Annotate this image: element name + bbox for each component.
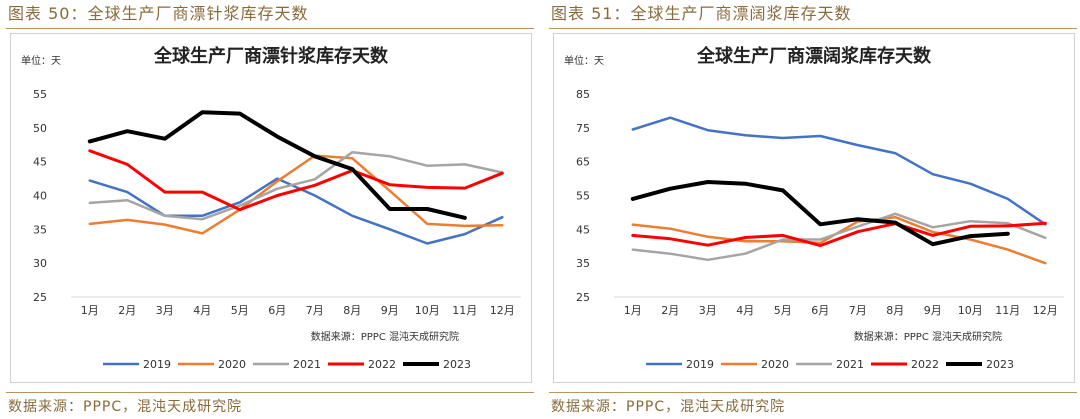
series-line-2019 — [631, 116, 1047, 226]
series-line-2021 — [631, 212, 1047, 262]
chart-title: 全球生产厂商漂针浆库存天数 — [153, 45, 389, 67]
figure-caption: 图表 50：全球生产厂商漂针浆库存天数 — [8, 4, 309, 23]
line-chart-hardwood: 全球生产厂商漂阔浆库存天数 单位：天 25 35 45 55 65 75 85 1月 2月 3月 4月 5… — [564, 45, 1064, 371]
caption-divider — [6, 28, 534, 29]
y-tick-label: 25 — [576, 291, 590, 304]
series-line-2021 — [88, 150, 504, 221]
x-tick-label: 9月 — [924, 304, 942, 317]
figure-panel-right: 图表 51：全球生产厂商漂阔浆库存天数 全球生产厂商漂阔浆库存天数 单位：天 25 3… — [549, 0, 1079, 419]
x-tick-label: 9月 — [381, 304, 399, 317]
line-chart-softwood: 全球生产厂商漂针浆库存天数 单位：天 25 30 35 40 45 50 55 1月 2月 3月 4月 5… — [21, 45, 521, 371]
legend-label-2023: 2023 — [443, 358, 471, 371]
x-tick-label: 12月 — [490, 304, 515, 317]
legend-label-2022: 2022 — [368, 358, 396, 371]
x-tick-label: 11月 — [995, 304, 1020, 317]
x-tick-label: 2月 — [118, 304, 136, 317]
legend-label-2019: 2019 — [143, 358, 171, 371]
x-tick-label: 7月 — [306, 304, 324, 317]
x-tick-label: 3月 — [699, 304, 717, 317]
legend-label-2021: 2021 — [836, 358, 864, 371]
figure-caption: 图表 51：全球生产厂商漂阔浆库存天数 — [551, 4, 852, 23]
chart-source-note: 数据来源：PPPC 混沌天成研究院 — [311, 330, 459, 343]
y-tick-label: 30 — [33, 257, 47, 270]
unit-label: 单位：天 — [21, 54, 61, 67]
x-tick-label: 2月 — [661, 304, 679, 317]
legend-label-2019: 2019 — [686, 358, 714, 371]
y-tick-label: 85 — [576, 88, 590, 101]
series-line-2023 — [630, 180, 1010, 247]
legend-label-2020: 2020 — [218, 358, 246, 371]
x-tick-label: 3月 — [156, 304, 174, 317]
y-tick-label: 35 — [33, 223, 47, 236]
x-tick-label: 6月 — [268, 304, 286, 317]
x-tick-label: 4月 — [193, 304, 211, 317]
x-tick-label: 8月 — [886, 304, 904, 317]
series-line-2020 — [88, 154, 504, 235]
figure-source: 数据来源：PPPC，混沌天成研究院 — [551, 399, 786, 415]
figure-panel-left: 图表 50：全球生产厂商漂针浆库存天数 全球生产厂商漂针浆库存天数 单位：天 25 3… — [6, 0, 536, 419]
unit-label: 单位：天 — [564, 54, 604, 67]
legend-label-2022: 2022 — [911, 358, 939, 371]
x-tick-label: 5月 — [774, 304, 792, 317]
y-tick-label: 65 — [576, 156, 590, 169]
x-tick-label: 11月 — [452, 304, 477, 317]
x-tick-label: 5月 — [231, 304, 249, 317]
source-divider — [6, 392, 534, 393]
y-tick-label: 40 — [33, 190, 47, 203]
caption-divider — [549, 28, 1077, 29]
y-tick-label: 55 — [33, 88, 47, 101]
x-tick-label: 10月 — [415, 304, 440, 317]
x-tick-label: 1月 — [624, 304, 642, 317]
series-line-2022 — [88, 149, 504, 212]
chart-container: 全球生产厂商漂针浆库存天数 单位：天 25 30 35 40 45 50 55 1月 2月 3月 4月 5… — [10, 33, 532, 383]
legend-label-2021: 2021 — [293, 358, 321, 371]
chart-container: 全球生产厂商漂阔浆库存天数 单位：天 25 35 45 55 65 75 85 1月 2月 3月 4月 5… — [553, 33, 1075, 383]
y-tick-label: 55 — [576, 190, 590, 203]
y-tick-label: 45 — [576, 223, 590, 236]
y-tick-label: 75 — [576, 122, 590, 135]
y-tick-label: 35 — [576, 257, 590, 270]
y-tick-label: 25 — [33, 291, 47, 304]
y-tick-label: 50 — [33, 122, 47, 135]
source-divider — [549, 392, 1077, 393]
x-tick-label: 12月 — [1033, 304, 1058, 317]
series-line-2022 — [631, 221, 1047, 248]
chart-source-note: 数据来源：PPPC 混沌天成研究院 — [854, 330, 1002, 343]
x-tick-label: 1月 — [81, 304, 99, 317]
x-tick-label: 6月 — [811, 304, 829, 317]
figure-source: 数据来源：PPPC，混沌天成研究院 — [8, 399, 243, 415]
x-tick-label: 8月 — [343, 304, 361, 317]
series-line-2023 — [87, 110, 467, 220]
legend-label-2020: 2020 — [761, 358, 789, 371]
chart-title: 全球生产厂商漂阔浆库存天数 — [696, 45, 932, 67]
legend-label-2023: 2023 — [986, 358, 1014, 371]
x-tick-label: 7月 — [849, 304, 867, 317]
x-tick-label: 4月 — [736, 304, 754, 317]
y-tick-label: 45 — [33, 156, 47, 169]
x-tick-label: 10月 — [958, 304, 983, 317]
